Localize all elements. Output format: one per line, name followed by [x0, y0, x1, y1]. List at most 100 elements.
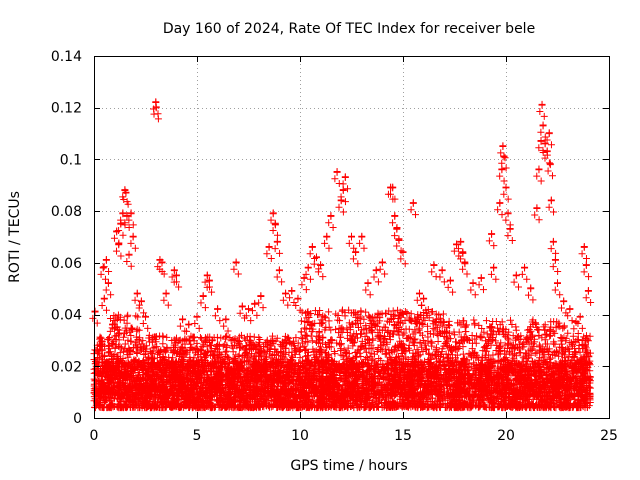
data-point	[457, 237, 465, 245]
data-point	[113, 247, 121, 255]
data-point	[292, 301, 300, 309]
data-point	[539, 146, 547, 154]
data-point	[99, 263, 107, 271]
data-point	[566, 305, 574, 313]
data-point	[296, 354, 304, 362]
data-point	[121, 340, 129, 348]
data-point	[527, 284, 535, 292]
data-point	[168, 336, 176, 344]
data-point	[540, 112, 548, 120]
data-point	[453, 240, 461, 248]
data-point	[527, 346, 535, 354]
data-point	[409, 199, 417, 207]
data-point	[102, 286, 110, 294]
data-point	[123, 258, 131, 265]
data-point	[154, 115, 162, 123]
data-point	[175, 283, 183, 291]
data-point	[144, 324, 152, 332]
data-point	[535, 216, 543, 224]
data-point	[538, 100, 546, 108]
data-point	[497, 149, 505, 157]
data-point	[444, 283, 452, 291]
data-point	[308, 243, 316, 251]
data-point	[570, 325, 578, 333]
data-point	[485, 237, 493, 245]
data-point	[271, 245, 279, 253]
data-point	[325, 219, 333, 227]
data-point	[551, 255, 559, 263]
data-point	[549, 237, 557, 245]
data-point	[560, 297, 568, 305]
data-point	[308, 337, 316, 345]
data-point	[129, 221, 137, 229]
data-point	[412, 211, 419, 219]
data-point	[119, 333, 127, 341]
data-point	[490, 242, 498, 250]
data-point	[470, 316, 478, 324]
data-point	[504, 232, 512, 240]
data-point	[543, 136, 551, 144]
data-point	[487, 270, 495, 278]
data-point	[253, 311, 261, 319]
data-point	[477, 274, 485, 282]
data-point	[512, 271, 520, 279]
data-point	[117, 252, 125, 260]
data-point	[499, 142, 507, 150]
data-point	[242, 312, 250, 320]
data-point	[370, 273, 378, 281]
data-point	[129, 232, 137, 240]
data-point	[164, 301, 172, 309]
data-point	[327, 343, 335, 351]
data-point	[475, 281, 483, 289]
data-point	[450, 247, 458, 255]
data-point	[391, 212, 399, 220]
data-point	[333, 168, 341, 176]
data-point	[455, 344, 463, 352]
data-point	[172, 271, 180, 279]
data-point	[257, 292, 265, 300]
data-point	[372, 266, 380, 274]
data-point	[339, 352, 347, 360]
data-point	[302, 270, 310, 278]
data-point	[107, 291, 115, 299]
data-point	[510, 278, 518, 286]
data-point	[344, 344, 352, 352]
data-point	[479, 286, 487, 294]
data-point	[159, 340, 167, 348]
data-point	[125, 250, 133, 258]
data-point	[547, 196, 555, 204]
data-point	[273, 273, 281, 281]
data-point	[284, 301, 292, 309]
data-point	[545, 159, 553, 167]
data-point	[115, 226, 123, 234]
data-point	[574, 320, 582, 328]
data-point	[290, 299, 298, 306]
data-point	[550, 208, 558, 216]
data-point	[160, 296, 168, 304]
data-point	[323, 232, 331, 240]
data-point	[98, 301, 106, 309]
data-point	[199, 292, 207, 300]
data-point	[471, 291, 479, 299]
data-point	[156, 265, 164, 273]
data-point	[428, 268, 436, 276]
data-point	[582, 255, 590, 263]
data-point	[515, 283, 522, 291]
data-point	[435, 311, 443, 319]
data-point	[471, 335, 479, 343]
data-point	[525, 291, 533, 299]
data-point	[348, 232, 355, 240]
data-point	[113, 315, 121, 323]
data-point	[317, 261, 325, 269]
data-point	[195, 324, 203, 332]
data-point	[125, 224, 133, 232]
data-point	[245, 305, 252, 313]
data-point	[457, 255, 465, 263]
data-point	[535, 144, 543, 152]
data-point	[120, 195, 128, 203]
data-point	[501, 154, 509, 162]
data-point	[125, 216, 133, 224]
data-point	[127, 262, 135, 270]
data-point	[104, 279, 112, 287]
data-point	[554, 267, 562, 275]
